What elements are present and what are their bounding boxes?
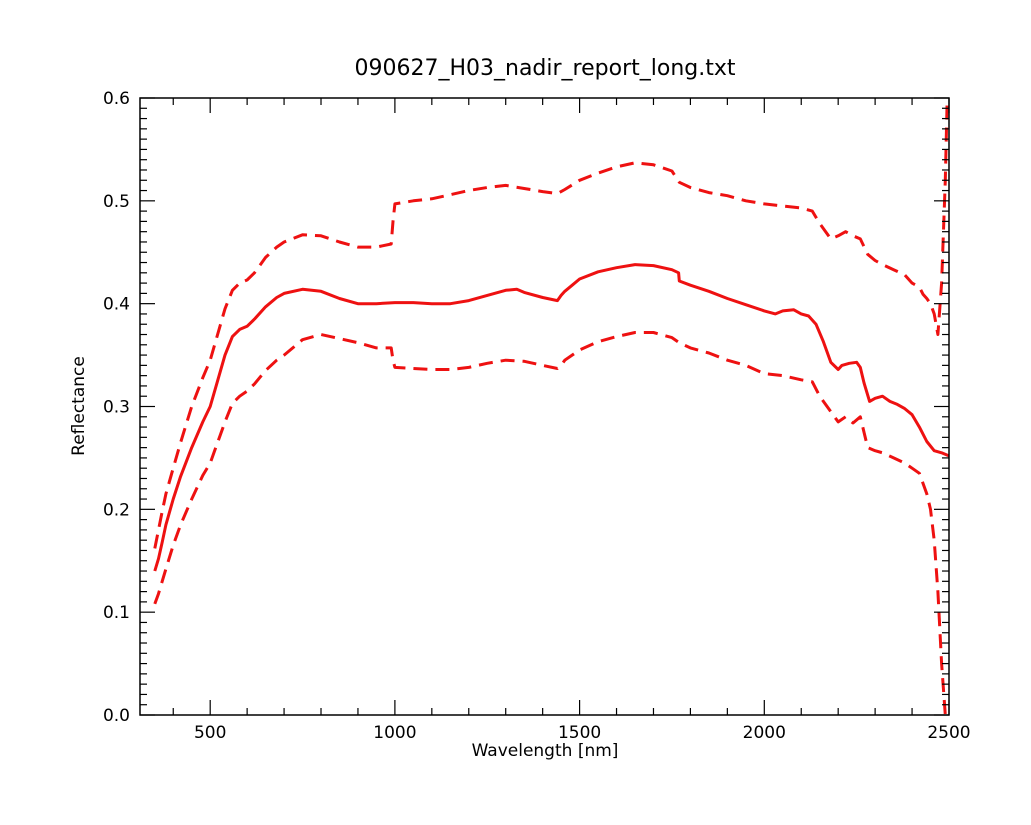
series-line-1-dashed	[153, 97, 949, 549]
series-line-3-dashed	[153, 331, 947, 716]
x-tick-label: 2500	[927, 723, 970, 743]
x-tick-label: 1500	[558, 723, 601, 743]
tick-layer: 500 1000 1500 2000 2500 0.0 0.1 0.2 0.3 0.4 0.5 0.6	[103, 89, 971, 743]
x-tick-label: 2000	[743, 723, 786, 743]
y-tick-label: 0.4	[103, 295, 130, 315]
x-tick-label: 500	[194, 723, 226, 743]
chart-title: 090627_H03_nadir_report_long.txt	[354, 56, 735, 81]
y-tick-label: 0.5	[103, 192, 130, 212]
series-line-2-solid	[153, 263, 950, 572]
y-tick-label: 0.2	[103, 500, 130, 520]
y-tick-label: 0.3	[103, 398, 130, 418]
plot-frame	[139, 97, 950, 716]
y-axis-label: Reflectance	[69, 356, 89, 456]
y-tick-label: 0.6	[103, 89, 130, 109]
y-tick-label: 0.1	[103, 603, 130, 623]
y-tick-label: 0.0	[103, 706, 130, 726]
x-tick-label: 1000	[373, 723, 416, 743]
x-axis-label: Wavelength [nm]	[472, 741, 619, 761]
series-layer	[153, 97, 950, 716]
